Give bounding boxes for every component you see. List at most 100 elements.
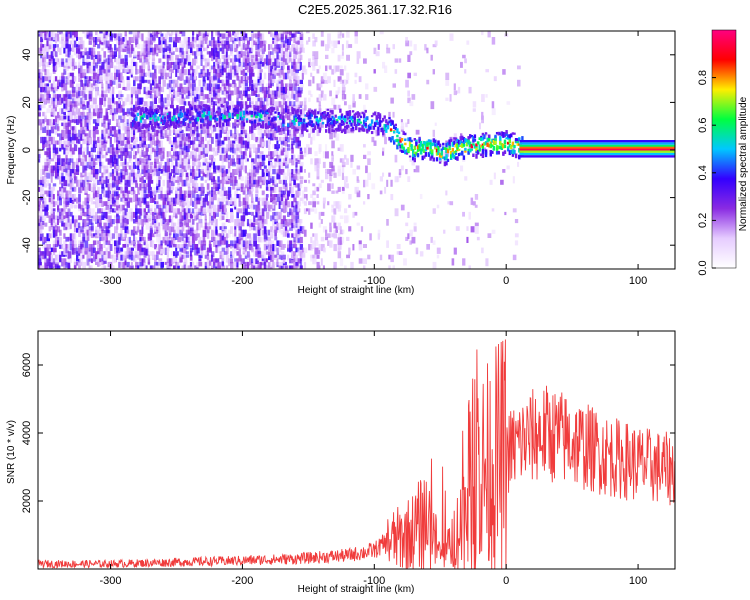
- spectrogram-cell: [80, 44, 84, 50]
- spectrogram-cell: [289, 186, 293, 194]
- spectrogram-cell: [147, 104, 151, 112]
- spectrogram-cell: [38, 251, 42, 259]
- spectrogram-cell: [259, 197, 262, 201]
- spectrogram-cell: [71, 76, 75, 84]
- spectrogram-cell: [120, 37, 124, 45]
- spectrogram-cell: [116, 33, 119, 41]
- spectrogram-cell: [139, 229, 142, 234]
- spectrogram-cell: [192, 201, 195, 207]
- spectrogram-cell: [310, 254, 314, 259]
- spectrogram-cell: [105, 226, 109, 233]
- spectrogram-cell: [69, 126, 72, 130]
- spectrogram-cell: [270, 186, 274, 191]
- spectrogram-cell: [95, 179, 98, 187]
- spectrogram-cell: [111, 76, 115, 82]
- spectrogram-cell: [331, 97, 336, 106]
- spectrogram-cell: [263, 169, 267, 173]
- spectrogram-cell: [204, 144, 208, 148]
- spectrogram-cell: [63, 247, 67, 255]
- spectrogram-cell: [149, 211, 154, 215]
- spectrogram-cell: [242, 258, 245, 264]
- spectrogram-cell: [107, 186, 110, 191]
- spectrogram-cell: [103, 126, 107, 132]
- spectrogram-cell: [133, 190, 136, 194]
- spectrogram-cell: [192, 33, 194, 40]
- spectrogram-cell: [282, 31, 286, 35]
- spectrogram-cell: [276, 44, 280, 50]
- spectrogram-cell: [175, 140, 179, 149]
- spectrogram-cell: [223, 97, 227, 103]
- spectrogram-cell: [173, 251, 176, 257]
- spectrogram-cell: [42, 94, 46, 103]
- spectrogram-cell: [107, 233, 111, 238]
- spectrogram-cell: [194, 179, 198, 188]
- spectrogram-cell: [322, 94, 327, 101]
- spectrogram-cell: [149, 172, 153, 180]
- spectrogram-cell: [133, 211, 137, 218]
- spectrogram-cell: [234, 247, 238, 254]
- spectrogram-cell: [105, 251, 108, 258]
- spectrogram-cell: [284, 183, 288, 192]
- spectrogram-cell: [194, 197, 198, 202]
- spectrogram-cell: [52, 101, 55, 109]
- spectrogram-cell: [103, 94, 107, 102]
- spectrogram-cell: [183, 211, 187, 220]
- spectrogram-cell: [73, 108, 77, 112]
- spectrogram-cell: [147, 161, 151, 169]
- spectrogram-cell: [90, 233, 95, 238]
- spectrogram-cell: [130, 69, 134, 75]
- spectrogram-cell: [137, 176, 140, 180]
- spectrogram-cell: [149, 126, 153, 134]
- spectrogram-cell: [143, 144, 148, 148]
- spectrogram-cell: [170, 51, 175, 55]
- spectrogram-cell: [183, 261, 187, 269]
- spectrogram-cell: [183, 219, 187, 226]
- spectrogram-cell: [308, 179, 311, 184]
- spectrogram-cell: [67, 219, 71, 227]
- spectrogram-cell: [301, 190, 305, 199]
- spectrogram-cell: [261, 136, 265, 142]
- spectrogram-cell: [268, 144, 271, 151]
- spectrogram-cell: [301, 254, 306, 262]
- spectrogram-cell: [280, 140, 285, 145]
- spectrogram-cell: [149, 190, 154, 199]
- spectrogram-cell: [57, 61, 60, 68]
- spectrogram-cell: [97, 240, 101, 244]
- spectrogram-cell: [280, 244, 285, 250]
- spectrogram-cell: [238, 222, 241, 230]
- spectrogram-cell: [183, 69, 187, 76]
- spectrogram-cell: [101, 129, 104, 133]
- spectrogram-cell: [204, 215, 207, 221]
- spectrogram-cell: [156, 236, 159, 243]
- spectrogram-cell: [149, 154, 153, 159]
- spectrogram-cell: [42, 219, 45, 225]
- spectrogram-cell: [217, 144, 221, 151]
- spectrogram-cell: [185, 151, 189, 158]
- spectrogram-cell: [42, 136, 45, 145]
- spectrogram-cell: [225, 219, 229, 223]
- spectrogram-cell: [189, 244, 193, 248]
- spectrogram-cell: [192, 136, 196, 141]
- spectrogram-cell: [255, 265, 259, 269]
- spectrogram-cell: [175, 179, 180, 183]
- spectrogram-cell: [170, 44, 173, 50]
- spectrogram-cell: [257, 61, 262, 69]
- spectrogram-cell: [103, 44, 107, 49]
- spectrogram-cell: [333, 233, 337, 239]
- spectrogram-cell: [67, 31, 71, 35]
- spectrogram-cell: [101, 122, 104, 127]
- spectrogram-cell: [52, 244, 57, 249]
- spectrogram-cell: [86, 219, 90, 226]
- spectrogram-cell: [187, 233, 191, 242]
- spectrogram-cell: [187, 226, 192, 233]
- spectrogram-cell: [192, 186, 196, 195]
- spectrogram-cell: [63, 101, 68, 109]
- spectrogram-cell: [331, 190, 335, 194]
- spectrogram-cell: [48, 44, 52, 50]
- spectrogram-cell: [80, 115, 84, 122]
- spectrogram-cell: [76, 83, 80, 88]
- spectrogram-cell: [225, 158, 230, 163]
- spectrogram-cell: [287, 72, 290, 80]
- spectrogram-cell: [263, 219, 268, 225]
- spectrogram-cell: [52, 33, 57, 41]
